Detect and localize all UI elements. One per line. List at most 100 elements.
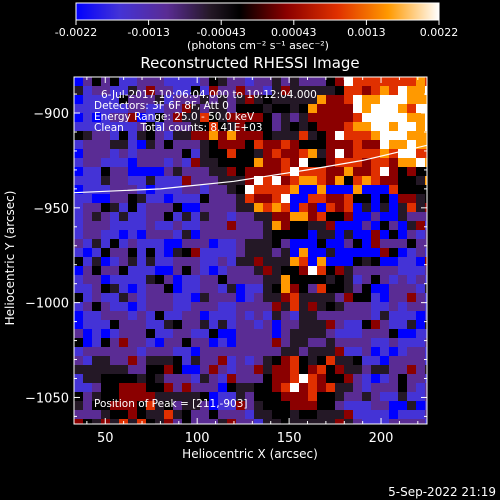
heatmap-cell xyxy=(416,275,426,285)
heatmap-cell xyxy=(308,122,318,132)
colorbar-tick-label: -0.00043 xyxy=(196,26,245,39)
heatmap-cell xyxy=(155,131,165,141)
heatmap-cell xyxy=(398,194,408,204)
heatmap-cell xyxy=(380,302,390,312)
heatmap-cell xyxy=(416,374,426,384)
heatmap-cell xyxy=(416,311,426,321)
heatmap-cell xyxy=(83,158,93,168)
heatmap-cell xyxy=(155,320,165,330)
heatmap-cell xyxy=(92,95,102,105)
heatmap-cell xyxy=(380,338,390,348)
heatmap-cell xyxy=(254,392,264,402)
heatmap-cell xyxy=(83,275,93,285)
heatmap-cell xyxy=(74,383,84,393)
heatmap-cell xyxy=(299,392,309,402)
heatmap-cell xyxy=(353,257,363,267)
heatmap-cell xyxy=(416,158,426,168)
heatmap-cell xyxy=(209,338,219,348)
heatmap-cell xyxy=(371,338,381,348)
heatmap-cell xyxy=(371,140,381,150)
heatmap-cell xyxy=(155,104,165,114)
heatmap-cell xyxy=(83,293,93,303)
heatmap-cell xyxy=(74,158,84,168)
heatmap-cell xyxy=(209,131,219,141)
heatmap-cell xyxy=(164,239,174,249)
heatmap-cell xyxy=(380,374,390,384)
heatmap-cell xyxy=(425,248,427,258)
heatmap-cell xyxy=(326,248,336,258)
heatmap-cell xyxy=(254,113,264,123)
heatmap-cell xyxy=(92,401,102,411)
heatmap-cell xyxy=(119,212,129,222)
heatmap-cell xyxy=(173,185,183,195)
heatmap-cell xyxy=(245,275,255,285)
heatmap-cell xyxy=(344,113,354,123)
heatmap-cell xyxy=(92,365,102,375)
heatmap-cell xyxy=(128,257,138,267)
heatmap-cell xyxy=(389,203,399,213)
heatmap-cell xyxy=(209,320,219,330)
heatmap-cell xyxy=(236,149,246,159)
heatmap-cell xyxy=(209,302,219,312)
heatmap-cell xyxy=(380,230,390,240)
heatmap-cell xyxy=(110,275,120,285)
heatmap-cell xyxy=(344,311,354,321)
heatmap-cell xyxy=(137,392,147,402)
heatmap-cell xyxy=(272,284,282,294)
heatmap-cell xyxy=(281,383,291,393)
heatmap-cell xyxy=(146,122,156,132)
heatmap-cell xyxy=(218,203,228,213)
heatmap-cell xyxy=(101,338,111,348)
heatmap-cell xyxy=(317,176,327,186)
heatmap-cell xyxy=(173,338,183,348)
heatmap-cell xyxy=(290,383,300,393)
heatmap-cell xyxy=(317,365,327,375)
heatmap-cell xyxy=(155,203,165,213)
heatmap-cell xyxy=(317,122,327,132)
heatmap-cell xyxy=(236,86,246,96)
heatmap-cell xyxy=(425,338,427,348)
heatmap-cell xyxy=(218,149,228,159)
heatmap-cell xyxy=(272,185,282,195)
heatmap-cell xyxy=(119,365,129,375)
heatmap-cell xyxy=(263,194,273,204)
heatmap-cell xyxy=(119,338,129,348)
heatmap-cell xyxy=(110,284,120,294)
heatmap-cell xyxy=(236,392,246,402)
heatmap-cell xyxy=(218,365,228,375)
heatmap-cell xyxy=(353,356,363,366)
heatmap-cell xyxy=(236,401,246,411)
heatmap-cell xyxy=(407,329,417,339)
heatmap-cell xyxy=(281,131,291,141)
heatmap-cell xyxy=(398,320,408,330)
heatmap-cell xyxy=(362,185,372,195)
heatmap-cell xyxy=(119,248,129,258)
heatmap-cell xyxy=(101,239,111,249)
heatmap-cell xyxy=(155,311,165,321)
heatmap-cell xyxy=(281,419,291,424)
heatmap-cell xyxy=(146,248,156,258)
heatmap-cell xyxy=(362,212,372,222)
heatmap-cell xyxy=(182,293,192,303)
heatmap-cell xyxy=(209,275,219,285)
heatmap-cell xyxy=(326,86,336,96)
heatmap-cell xyxy=(281,86,291,96)
heatmap-cell xyxy=(218,194,228,204)
heatmap-cell xyxy=(335,140,345,150)
heatmap-cell xyxy=(92,302,102,312)
heatmap-cell xyxy=(344,284,354,294)
heatmap-cell xyxy=(254,356,264,366)
annotation-time-range: 6-Jul-2017 10:06:04.000 to 10:12:04.000 xyxy=(101,89,317,101)
heatmap-cell xyxy=(236,122,246,132)
heatmap-cell xyxy=(227,410,237,420)
heatmap-cell xyxy=(182,257,192,267)
annotation-energy-range: Energy Range: 25.0 - 50.0 keV xyxy=(94,111,255,123)
heatmap-cell xyxy=(272,95,282,105)
heatmap-cell xyxy=(101,212,111,222)
heatmap-cell xyxy=(281,167,291,177)
heatmap-cell xyxy=(272,149,282,159)
heatmap-cell xyxy=(272,257,282,267)
heatmap-cell xyxy=(254,311,264,321)
heatmap-cell xyxy=(92,131,102,141)
heatmap-cell xyxy=(362,194,372,204)
